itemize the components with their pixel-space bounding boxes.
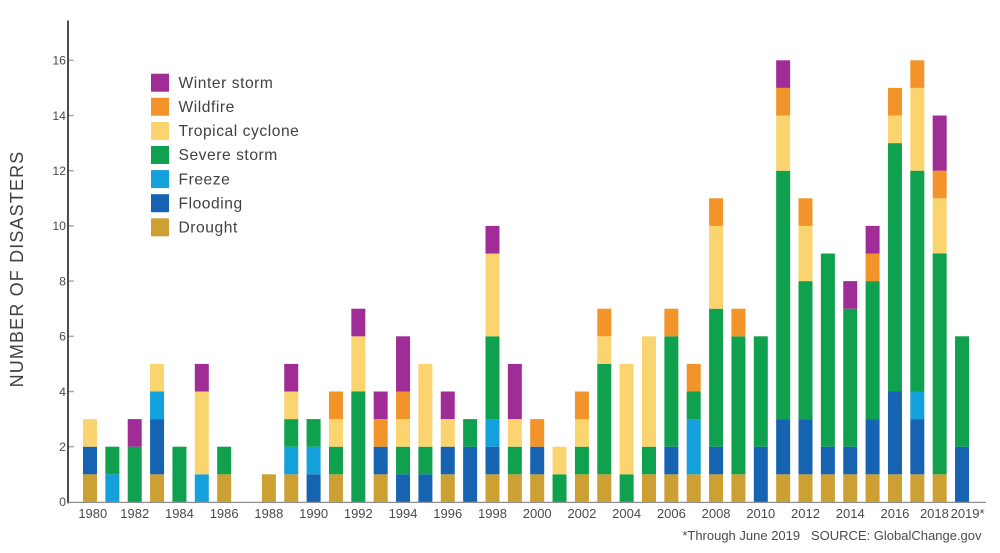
svg-text:Wildfire: Wildfire [179, 99, 235, 116]
svg-text:10: 10 [52, 219, 66, 233]
svg-text:Flooding: Flooding [179, 195, 243, 212]
svg-text:4: 4 [59, 385, 66, 399]
svg-text:2019*: 2019* [951, 506, 985, 521]
svg-text:2000: 2000 [523, 506, 552, 521]
svg-text:2002: 2002 [567, 506, 596, 521]
svg-text:2008: 2008 [702, 506, 731, 521]
svg-text:1998: 1998 [478, 506, 507, 521]
svg-text:12: 12 [52, 164, 66, 178]
svg-text:2010: 2010 [746, 506, 775, 521]
svg-text:1990: 1990 [299, 506, 328, 521]
svg-text:Tropical cyclone: Tropical cyclone [179, 123, 300, 140]
svg-text:8: 8 [59, 274, 66, 288]
svg-text:2016: 2016 [880, 506, 909, 521]
svg-text:*Through June 2019 SOURCE: G: *Through June 2019 SOURCE: GlobalChange.… [682, 528, 982, 543]
svg-text:14: 14 [52, 109, 66, 123]
svg-text:2018: 2018 [920, 506, 949, 521]
svg-text:1988: 1988 [254, 506, 283, 521]
svg-text:NUMBER OF DISASTERS: NUMBER OF DISASTERS [7, 151, 27, 388]
svg-text:Drought: Drought [179, 220, 238, 237]
svg-text:1982: 1982 [120, 506, 149, 521]
svg-text:2012: 2012 [791, 506, 820, 521]
svg-text:1996: 1996 [433, 506, 462, 521]
svg-text:2014: 2014 [836, 506, 865, 521]
svg-text:Freeze: Freeze [179, 171, 231, 188]
svg-text:Severe storm: Severe storm [179, 147, 278, 164]
svg-text:Winter storm: Winter storm [179, 75, 274, 92]
svg-text:1980: 1980 [78, 506, 107, 521]
svg-text:1986: 1986 [210, 506, 239, 521]
svg-text:1992: 1992 [344, 506, 373, 521]
svg-text:6: 6 [59, 330, 66, 344]
svg-text:0: 0 [59, 495, 66, 509]
svg-text:2: 2 [59, 440, 66, 454]
svg-text:2004: 2004 [612, 506, 641, 521]
svg-text:1984: 1984 [165, 506, 194, 521]
svg-text:1994: 1994 [389, 506, 418, 521]
svg-text:2006: 2006 [657, 506, 686, 521]
svg-text:16: 16 [52, 54, 66, 68]
